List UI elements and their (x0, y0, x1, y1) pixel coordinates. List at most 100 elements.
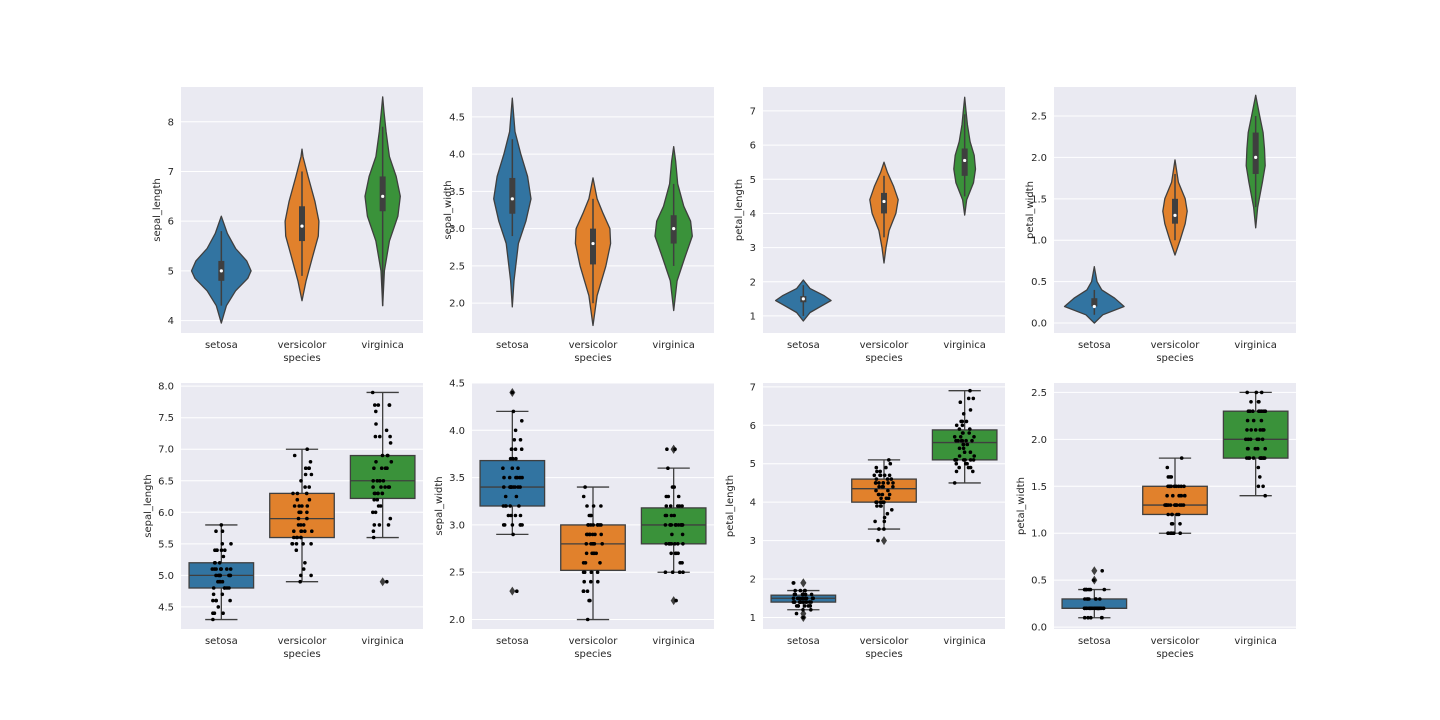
x-tick-label: setosa (496, 340, 529, 351)
strip-point (885, 511, 890, 516)
x-tick-label: versicolor (569, 340, 619, 351)
strip-point (664, 542, 668, 546)
y-tick-label: 1 (750, 613, 756, 624)
strip-point (881, 485, 885, 489)
strip-point (670, 532, 674, 537)
strip-point (963, 458, 967, 462)
strip-point (214, 567, 218, 571)
panel-box-petal-length: 1 2 3 4 5 6 7 setosa versicolor virginica species p… (725, 382, 1005, 660)
strip-point (508, 504, 512, 508)
y-tick-label: 1.5 (1031, 482, 1047, 493)
strip-point (370, 390, 375, 395)
strip-point (1259, 390, 1264, 395)
strip-point (957, 427, 962, 431)
strip-point (801, 608, 805, 612)
strip-point (381, 479, 386, 483)
x-axis-label: species (865, 649, 902, 660)
strip-point (1251, 456, 1256, 460)
y-axis-label: petal_width (1016, 477, 1027, 535)
strip-point (809, 608, 813, 612)
violin-median-dot (801, 297, 805, 301)
strip-point (589, 579, 593, 584)
strip-point (874, 465, 879, 470)
strip-point (1179, 456, 1184, 460)
strip-point (875, 504, 879, 508)
strip-point (591, 551, 596, 556)
strip-point (877, 527, 881, 531)
strip-point (581, 589, 586, 593)
strip-point (1263, 493, 1267, 498)
x-tick-label: virginica (652, 340, 695, 351)
strip-point (1178, 493, 1183, 498)
strip-point (1253, 428, 1258, 432)
strip-point (968, 427, 972, 431)
strip-point (503, 504, 508, 508)
strip-point (681, 542, 685, 546)
strip-point (585, 617, 590, 622)
strip-point (599, 504, 603, 508)
y-axis-label: petal_width (1025, 181, 1036, 239)
violin-median-dot (672, 227, 676, 231)
strip-point (1092, 606, 1097, 611)
strip-point (211, 592, 216, 597)
strip-point (519, 447, 524, 452)
y-tick-label: 4 (168, 316, 174, 327)
strip-point (516, 485, 520, 489)
strip-point (803, 588, 807, 593)
strip-point (1166, 475, 1171, 479)
strip-point (793, 588, 797, 593)
strip-point (1258, 475, 1262, 479)
strip-point (371, 510, 375, 515)
strip-point (371, 479, 376, 483)
strip-point (888, 461, 893, 466)
strip-point (295, 497, 300, 502)
strip-point (516, 466, 520, 471)
y-tick-label: 4 (750, 498, 756, 509)
strip-point (600, 542, 604, 546)
strip-point (891, 485, 895, 489)
strip-point (380, 491, 385, 496)
strip-point (1254, 390, 1259, 395)
strip-point (1179, 484, 1183, 489)
strip-point (292, 535, 296, 540)
strip-point (583, 561, 588, 565)
x-axis-label: species (283, 649, 320, 660)
strip-point (377, 523, 382, 527)
strip-point (1183, 493, 1187, 498)
strip-point (954, 458, 959, 462)
strip-point (595, 523, 600, 527)
strip-point (876, 492, 881, 497)
strip-point (299, 479, 303, 483)
strip-point (373, 403, 377, 407)
strip-point (1169, 522, 1174, 526)
x-axis-label: species (865, 353, 902, 364)
strip-point (376, 491, 380, 496)
strip-point (588, 598, 592, 603)
strip-point (1083, 597, 1087, 601)
strip-point (520, 523, 524, 527)
strip-point (1256, 465, 1261, 470)
strip-point (296, 523, 301, 527)
strip-point (303, 561, 307, 565)
strip-point (971, 396, 976, 401)
strip-point (957, 446, 962, 451)
panel-box-sepal-width: 2.0 2.5 3.0 3.5 4.0 4.5 setosa versicolor virgin… (434, 379, 714, 660)
strip-point (223, 586, 227, 590)
strip-point (889, 477, 894, 481)
strip-point (375, 497, 380, 502)
x-tick-label: setosa (205, 340, 238, 351)
strip-point (1182, 484, 1186, 489)
strip-point (582, 579, 586, 584)
strip-point (797, 596, 802, 601)
strip-point (806, 604, 811, 608)
strip-point (303, 485, 307, 489)
violin-iqr-bar (1091, 298, 1098, 307)
strip-point (589, 570, 594, 574)
y-tick-label: 6.0 (158, 508, 174, 519)
y-tick-label: 0.5 (1031, 576, 1047, 587)
strip-point (1086, 615, 1090, 620)
y-axis-label: sepal_width (434, 476, 445, 535)
y-tick-label: 7.0 (158, 445, 174, 456)
box-versicolor (560, 524, 626, 571)
strip-point (598, 561, 602, 565)
